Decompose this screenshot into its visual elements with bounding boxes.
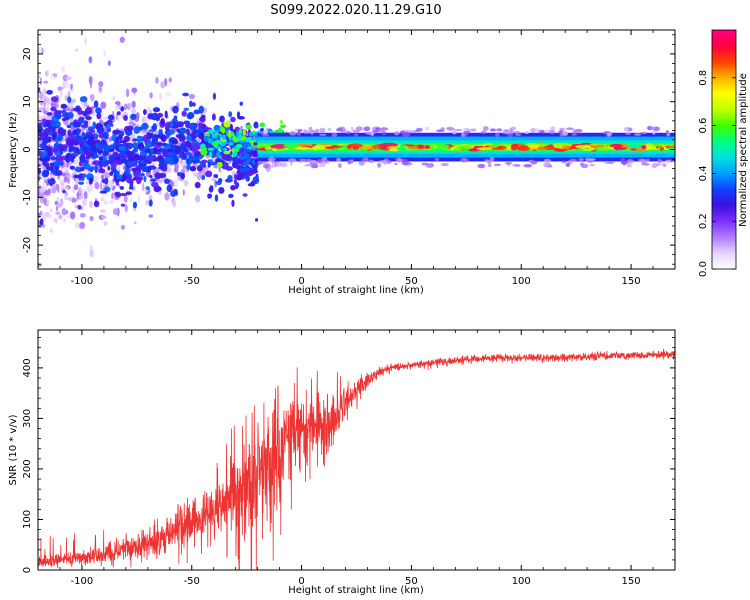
spectrogram-x-ticks: -100 -50 0 50 100 150 xyxy=(37,30,676,287)
spectrogram-x-tick-label: 0 xyxy=(298,276,304,287)
colorbar-tick-label: 0.8 xyxy=(698,70,709,86)
snr-x-tick-label: -50 xyxy=(184,576,200,587)
spectrogram-y-tick-label: 20 xyxy=(22,48,33,61)
snr-x-tick-label: 100 xyxy=(512,576,531,587)
colorbar-gradient xyxy=(712,30,736,269)
spectrogram-y-tick-label: -20 xyxy=(22,237,33,253)
spectrogram-y-ticks: -20 -10 0 10 20 xyxy=(22,34,675,265)
spectrogram-x-tick-label: 50 xyxy=(405,276,418,287)
snr-series-line xyxy=(38,348,675,570)
colorbar-tick-label: 0.2 xyxy=(698,213,709,229)
spectrogram-x-tick-label: 100 xyxy=(512,276,531,287)
spectrogram-y-tick-label: 0 xyxy=(22,146,33,152)
snr-background xyxy=(38,330,675,570)
snr-y-tick-label: 300 xyxy=(22,409,33,428)
snr-x-tick-label: 0 xyxy=(298,576,304,587)
snr-y-tick-label: 400 xyxy=(22,358,33,377)
snr-frame xyxy=(37,329,676,571)
snr-x-tick-label: -100 xyxy=(71,576,94,587)
snr-x-ticks: -100 -50 0 50 100 150 xyxy=(37,330,676,587)
colorbar-tick-label: 0.0 xyxy=(698,261,709,277)
spectrogram-y-tick-label: -10 xyxy=(22,189,33,205)
snr-x-tick-label: 50 xyxy=(405,576,418,587)
colorbar: 0.0 0.2 0.4 0.6 0.8 Normalized spectral ampl… xyxy=(698,29,749,277)
colorbar-frame xyxy=(711,29,737,270)
snr-y-label: SNR (10 * v/v) xyxy=(8,414,19,485)
figure-title: S099.2022.020.11.29.G10 xyxy=(270,3,441,18)
snr-y-tick-label: 100 xyxy=(22,510,33,529)
spectrogram-x-tick-label: 150 xyxy=(622,276,641,287)
snr-y-tick-label: 200 xyxy=(22,459,33,478)
spectrogram-plot xyxy=(38,36,675,267)
snr-x-label: Height of straight line (km) xyxy=(288,585,424,596)
snr-y-ticks: 0 100 200 300 400 xyxy=(22,337,675,573)
snr-y-tick-label: 0 xyxy=(22,567,33,573)
snr-x-tick-label: 150 xyxy=(622,576,641,587)
colorbar-tick-label: 0.4 xyxy=(698,165,709,181)
snr-panel: -100 -50 0 50 100 150 0 100 200 300 400 Height of… xyxy=(8,329,676,596)
colorbar-ticks: 0.0 0.2 0.4 0.6 0.8 xyxy=(698,70,736,277)
spectrogram-y-label: Frequency (Hz) xyxy=(8,112,19,188)
colorbar-tick-label: 0.6 xyxy=(698,118,709,134)
spectrogram-y-tick-label: 10 xyxy=(22,95,33,108)
colorbar-label: Normalized spectral amplitude xyxy=(738,73,749,227)
spectrogram-x-label: Height of straight line (km) xyxy=(288,285,424,296)
spectrogram-x-tick-label: -100 xyxy=(71,276,94,287)
spectrogram-x-tick-label: -50 xyxy=(184,276,200,287)
